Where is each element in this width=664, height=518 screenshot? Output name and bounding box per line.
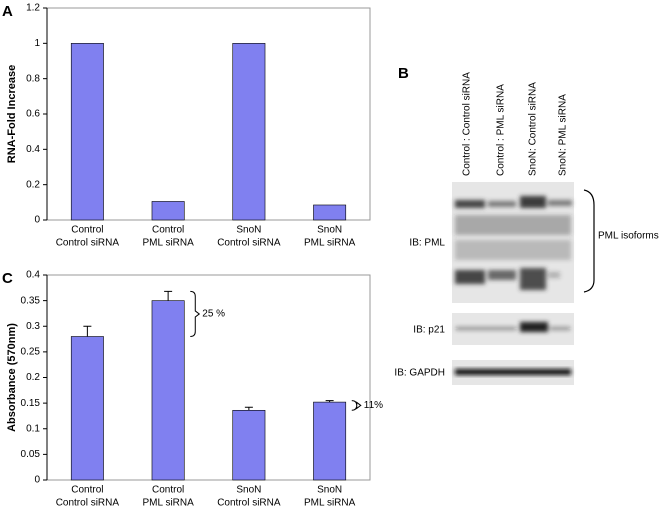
- bar: [70, 43, 104, 221]
- row-label: IB: GAPDH: [394, 368, 445, 379]
- bar: [151, 300, 185, 481]
- bar: [313, 204, 347, 221]
- y-axis-label: Absorbance (570nm): [6, 323, 18, 432]
- error-bar: [83, 325, 92, 337]
- y-tick-label: 0.8: [26, 73, 40, 84]
- y-tick-label: 0.6: [26, 109, 40, 120]
- x-tick-label: PML siRNA: [142, 238, 194, 249]
- x-tick-label: Control siRNA: [56, 238, 120, 249]
- x-tick-label: Control: [152, 485, 184, 496]
- bar: [313, 401, 347, 481]
- error-bar: [325, 400, 334, 403]
- annotation: 25 %: [202, 309, 225, 320]
- x-tick-label: Control siRNA: [56, 498, 120, 509]
- y-tick-label: 1.2: [26, 3, 40, 14]
- y-tick-label: 0.3: [26, 321, 40, 332]
- bar: [232, 43, 266, 221]
- x-tick-label: PML siRNA: [304, 498, 356, 509]
- panel-label: C: [2, 270, 13, 287]
- blot-p21: [452, 313, 574, 345]
- y-axis-label: RNA-Fold Increase: [6, 65, 18, 163]
- x-tick-label: SnoN: [236, 485, 261, 496]
- row-label: IB: p21: [413, 325, 445, 336]
- bar: [232, 409, 266, 481]
- x-tick-label: Control siRNA: [217, 498, 281, 509]
- bar: [151, 201, 185, 221]
- y-tick-label: 0.2: [26, 179, 40, 190]
- x-tick-label: PML siRNA: [304, 238, 356, 249]
- y-tick-label: 0.4: [26, 270, 40, 281]
- bracket: [583, 189, 595, 293]
- x-tick-label: Control: [71, 485, 103, 496]
- y-tick-label: 0.1: [26, 423, 40, 434]
- x-tick-label: SnoN: [317, 225, 342, 236]
- panel-label: B: [398, 65, 409, 82]
- x-tick-label: SnoN: [236, 225, 261, 236]
- lane-label: SnoN: PML siRNA: [558, 94, 569, 176]
- y-tick-label: 0.25: [21, 347, 41, 358]
- blot-gapdh: [452, 360, 574, 385]
- bar: [70, 336, 104, 481]
- y-tick-label: 0.15: [21, 398, 41, 409]
- y-tick-label: 0: [34, 475, 40, 486]
- panel-label: A: [2, 3, 13, 20]
- lane-label: SnoN: Control siRNA: [528, 82, 539, 176]
- bracket-label: PML isoforms: [598, 231, 659, 242]
- y-tick-label: 1: [34, 38, 40, 49]
- y-tick-label: 0.4: [26, 144, 40, 155]
- y-tick-label: 0.2: [26, 372, 40, 383]
- brace: [190, 290, 201, 337]
- y-tick-label: 0: [34, 215, 40, 226]
- x-tick-label: Control: [152, 225, 184, 236]
- error-bar: [244, 406, 253, 411]
- brace: [351, 400, 362, 411]
- lane-label: Control : Control siRNA: [462, 72, 473, 176]
- x-tick-label: Control: [71, 225, 103, 236]
- lane-label: Control : PML siRNA: [496, 84, 507, 176]
- y-tick-label: 0.05: [21, 449, 41, 460]
- blot-pml: [452, 182, 574, 303]
- annotation: 11%: [364, 400, 383, 411]
- error-bar: [164, 290, 173, 301]
- y-tick-label: 0.35: [21, 295, 41, 306]
- x-tick-label: SnoN: [317, 485, 342, 496]
- x-tick-label: Control siRNA: [217, 238, 281, 249]
- row-label: IB: PML: [409, 238, 445, 249]
- x-tick-label: PML siRNA: [142, 498, 194, 509]
